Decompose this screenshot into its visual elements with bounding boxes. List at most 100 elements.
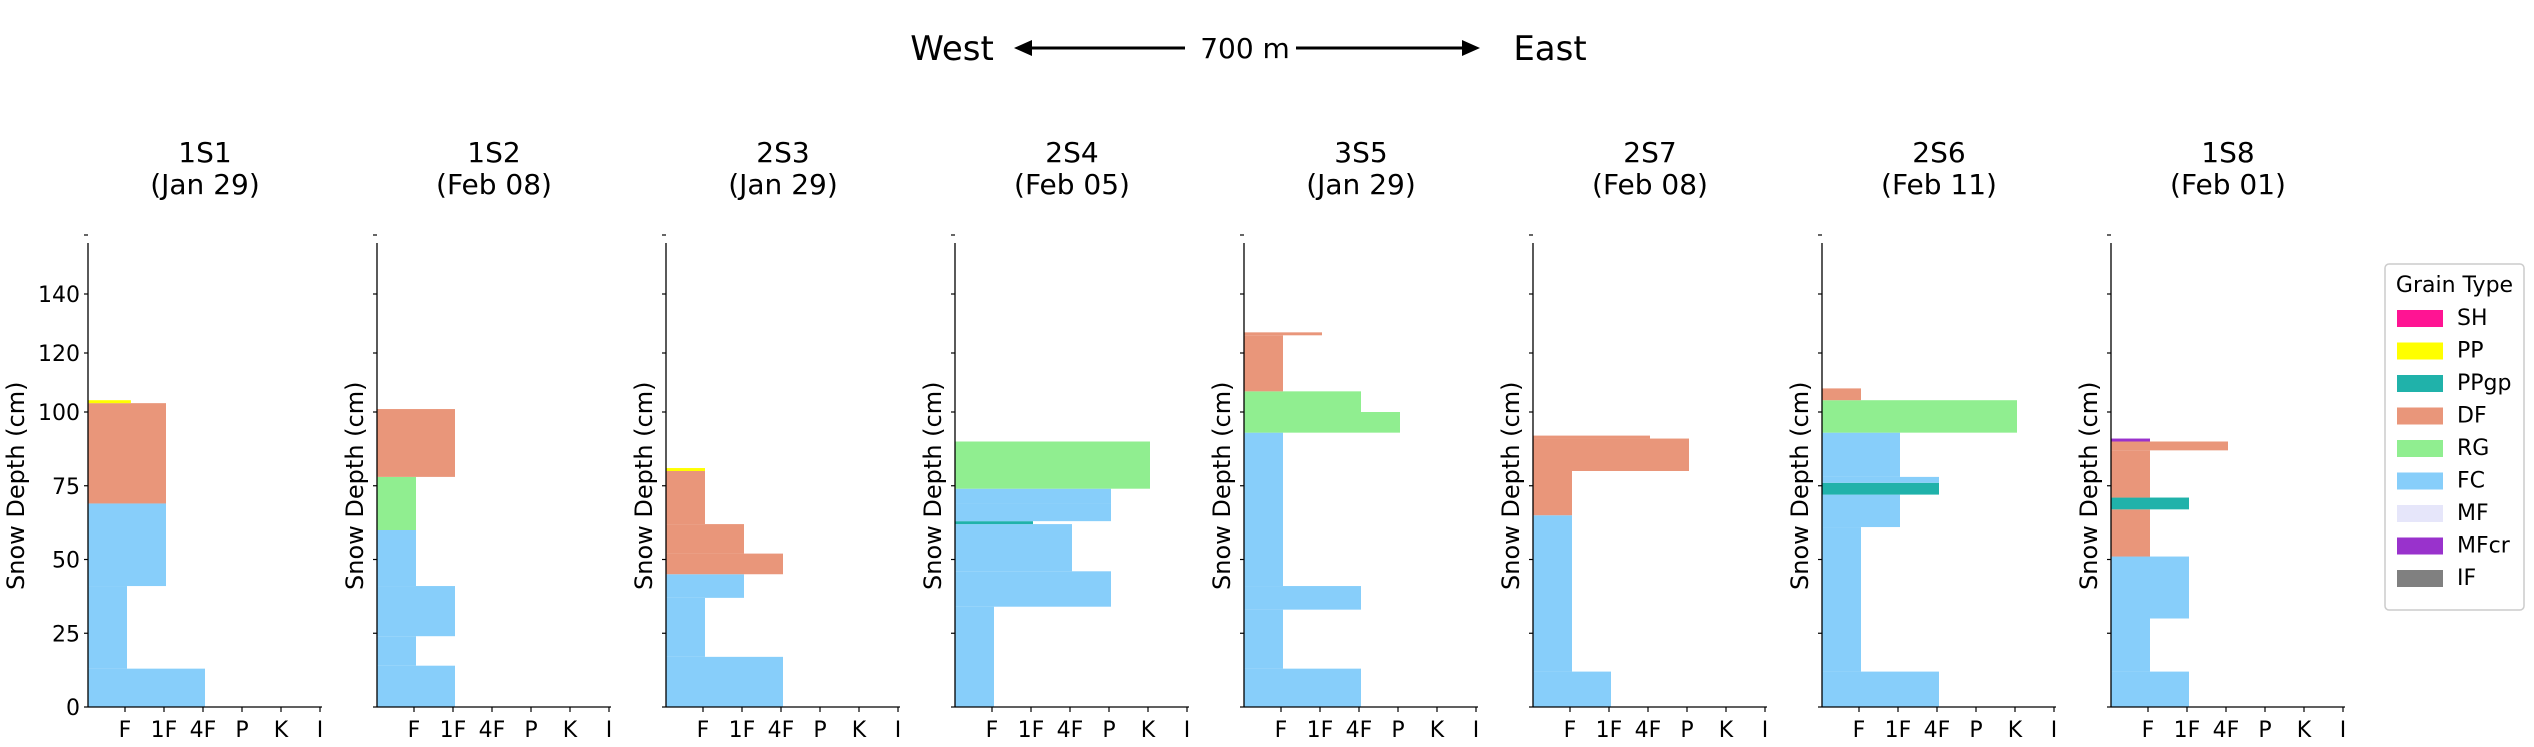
panel-date: (Jan 29) <box>728 168 838 201</box>
panel-date: (Feb 05) <box>1014 168 1130 201</box>
x-tick-label: P <box>1680 718 1693 743</box>
layer-2S4-5-FC <box>955 488 1111 504</box>
west-arrowhead-icon <box>1014 40 1032 56</box>
layer-1S1-1-FC <box>88 586 127 669</box>
layer-2S6-6-RG <box>1822 400 2017 433</box>
layer-2S3-4-DF <box>666 524 744 554</box>
y-tick-label: 25 <box>52 622 80 647</box>
legend-label-PP: PP <box>2457 339 2484 364</box>
x-tick-label: F <box>1275 718 1288 743</box>
layer-1S1-0-FC <box>88 668 205 707</box>
legend-label-MF: MF <box>2457 501 2489 526</box>
x-tick-label: F <box>2142 718 2155 743</box>
layer-2S7-0-FC <box>1533 671 1611 707</box>
layer-3S5-7-DF <box>1244 332 1322 336</box>
layer-1S2-4-RG <box>377 476 416 530</box>
x-tick-label: K <box>274 718 289 743</box>
x-tick-label: I <box>895 718 902 743</box>
layer-2S3-1-FC <box>666 597 705 657</box>
x-tick-label: F <box>697 718 710 743</box>
layer-2S7-4-DF <box>1533 435 1650 439</box>
x-tick-label: 1F <box>729 718 756 743</box>
x-tick-label: 4F <box>768 718 795 743</box>
layer-2S6-7-DF <box>1822 388 1861 401</box>
layer-2S4-3-PPgp <box>955 521 1033 525</box>
panel-3S5: 3S5(Jan 29) F 1F 4F P K I Snow Depth (cm) <box>1208 136 1479 743</box>
layer-2S7-2-DF <box>1533 471 1572 516</box>
layer-2S6-2-FC <box>1822 494 1900 528</box>
legend-label-SH: SH <box>2457 306 2488 331</box>
y-tick-label: 100 <box>38 401 80 426</box>
layer-2S3-2-FC <box>666 574 744 598</box>
legend-swatch-RG <box>2397 440 2443 457</box>
panel-title: 1S2 <box>467 136 520 169</box>
panel-date: (Feb 01) <box>2170 168 2286 201</box>
legend-swatch-SH <box>2397 310 2443 327</box>
layer-1S1-3-DF <box>88 403 166 504</box>
layer-2S4-1-FC <box>955 571 1111 607</box>
layer-2S7-1-FC <box>1533 515 1572 672</box>
layer-1S2-3-FC <box>377 530 416 587</box>
layer-2S3-6-PP <box>666 468 705 471</box>
layer-1S8-6-DF <box>2111 441 2228 451</box>
panel-1S8: 1S8(Feb 01) F 1F 4F P K I Snow Depth (cm) <box>2075 136 2346 743</box>
layer-2S3-5-DF <box>666 471 705 525</box>
panel-2S3: 2S3(Jan 29) F 1F 4F P K I Snow Depth (cm) <box>630 136 901 743</box>
layer-1S8-7-MFcr <box>2111 438 2150 442</box>
panel-2S6: 2S6(Feb 11) F 1F 4F P K I Snow Depth (cm) <box>1786 136 2057 743</box>
layer-3S5-2-FC <box>1244 586 1361 610</box>
x-tick-label: K <box>2008 718 2023 743</box>
layer-2S4-2-FC <box>955 524 1072 572</box>
panel-title: 2S4 <box>1045 136 1098 169</box>
layer-3S5-3-FC <box>1244 432 1283 587</box>
layer-1S8-3-DF <box>2111 509 2150 557</box>
panel-date: (Feb 08) <box>1592 168 1708 201</box>
layer-3S5-6-DF <box>1244 335 1283 392</box>
legend-label-PPgp: PPgp <box>2457 371 2511 396</box>
x-tick-label: 4F <box>479 718 506 743</box>
x-tick-label: 1F <box>1018 718 1045 743</box>
panel-title: 2S6 <box>1912 136 1965 169</box>
x-tick-label: I <box>606 718 613 743</box>
panel-title: 2S3 <box>756 136 809 169</box>
x-tick-label: 4F <box>1346 718 1373 743</box>
layer-1S2-2-FC <box>377 586 455 637</box>
layer-1S1-2-FC <box>88 503 166 587</box>
x-tick-label: I <box>2051 718 2058 743</box>
west-label: West <box>910 29 994 69</box>
layer-2S7-3-DF <box>1533 438 1689 471</box>
x-tick-label: P <box>2258 718 2271 743</box>
east-arrowhead-icon <box>1462 40 1480 56</box>
legend-swatch-MFcr <box>2397 537 2443 555</box>
layer-1S1-4-PP <box>88 400 131 404</box>
y-tick-label: 0 <box>66 696 80 721</box>
x-tick-label: K <box>2297 718 2312 743</box>
x-tick-label: P <box>1102 718 1115 743</box>
legend-label-MFcr: MFcr <box>2457 534 2511 559</box>
x-tick-label: K <box>1430 718 1445 743</box>
layer-2S6-3-PPgp <box>1822 482 1939 495</box>
layer-3S5-5-RG <box>1244 391 1361 412</box>
legend-label-FC: FC <box>2457 469 2485 494</box>
x-tick-label: I <box>1473 718 1480 743</box>
legend-swatch-PP <box>2397 342 2443 360</box>
x-tick-label: 1F <box>151 718 178 743</box>
y-axis-label: Snow Depth (cm) <box>341 382 369 590</box>
x-tick-label: P <box>813 718 826 743</box>
legend-label-DF: DF <box>2457 404 2487 429</box>
panel-date: (Feb 08) <box>436 168 552 201</box>
y-axis-label: Snow Depth (cm) <box>1208 382 1236 590</box>
x-tick-label: I <box>1762 718 1769 743</box>
panel-2S4: 2S4(Feb 05) F 1F 4F P K I Snow Depth (cm) <box>919 136 1190 743</box>
x-tick-label: I <box>1184 718 1191 743</box>
x-tick-label: 4F <box>1635 718 1662 743</box>
layer-1S2-0-FC <box>377 665 455 707</box>
panel-title: 2S7 <box>1623 136 1676 169</box>
legend-title: Grain Type <box>2396 273 2513 298</box>
y-tick-label: 120 <box>38 342 80 367</box>
x-tick-label: F <box>1853 718 1866 743</box>
x-tick-label: P <box>1391 718 1404 743</box>
east-label: East <box>1513 29 1586 69</box>
